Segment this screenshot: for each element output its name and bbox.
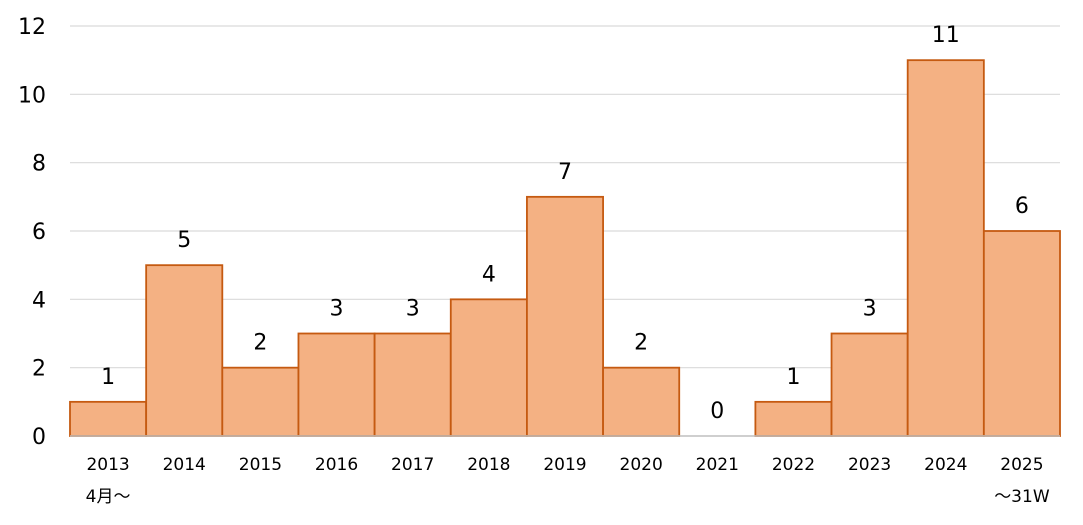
x-tick-label-2020: 2020 bbox=[620, 455, 663, 475]
data-label-2019: 7 bbox=[558, 160, 572, 185]
x-axis-ticks: 2013 4月～ 2014 2015 2016 2017 2018 2019 2020 2021 2… bbox=[86, 455, 1050, 507]
x-tick-label-2013: 2013 bbox=[86, 455, 129, 475]
x-tick-label-2015: 2015 bbox=[239, 455, 282, 475]
x-tick-label-2019: 2019 bbox=[543, 455, 586, 475]
data-labels: 1 5 2 3 3 4 7 2 0 1 3 11 6 bbox=[101, 23, 1029, 424]
data-label-2021: 0 bbox=[710, 399, 724, 424]
bar-2024 bbox=[906, 59, 985, 437]
x-tick-sublabel-2025: ～31W bbox=[994, 487, 1050, 507]
bar-2017 bbox=[373, 332, 452, 437]
bar-2022 bbox=[754, 400, 833, 437]
bar-2020 bbox=[602, 366, 681, 437]
x-tick-label-2014: 2014 bbox=[163, 455, 206, 475]
bars bbox=[69, 59, 1061, 437]
y-tick-label: 2 bbox=[32, 357, 46, 382]
data-label-2015: 2 bbox=[253, 331, 267, 356]
data-label-2022: 1 bbox=[786, 365, 800, 390]
x-tick-label-2024: 2024 bbox=[924, 455, 967, 475]
y-axis-ticks: 0 2 4 6 8 10 12 bbox=[18, 15, 46, 450]
y-tick-label: 12 bbox=[18, 15, 46, 40]
x-tick-label-2016: 2016 bbox=[315, 455, 358, 475]
x-tick-label-2022: 2022 bbox=[772, 455, 815, 475]
bar-2016 bbox=[297, 332, 376, 437]
data-label-2023: 3 bbox=[863, 297, 877, 322]
y-tick-label: 0 bbox=[32, 425, 46, 450]
x-tick-label-2025: 2025 bbox=[1000, 455, 1043, 475]
bar-2023 bbox=[830, 332, 909, 437]
bar-2014 bbox=[145, 264, 224, 437]
bar-2015 bbox=[221, 366, 300, 437]
data-label-2016: 3 bbox=[330, 297, 344, 322]
bar-2013 bbox=[69, 400, 148, 437]
x-tick-label-2021: 2021 bbox=[696, 455, 739, 475]
data-label-2017: 3 bbox=[406, 297, 420, 322]
bar-2025 bbox=[982, 230, 1061, 437]
x-tick-label-2017: 2017 bbox=[391, 455, 434, 475]
data-label-2014: 5 bbox=[177, 228, 191, 253]
data-label-2018: 4 bbox=[482, 262, 496, 287]
data-label-2025: 6 bbox=[1015, 194, 1029, 219]
data-label-2020: 2 bbox=[634, 331, 648, 356]
bar-2018 bbox=[449, 298, 528, 437]
y-tick-label: 6 bbox=[32, 220, 46, 245]
x-tick-sublabel-2013: 4月～ bbox=[86, 487, 131, 507]
x-tick-label-2018: 2018 bbox=[467, 455, 510, 475]
y-tick-label: 4 bbox=[32, 288, 46, 313]
data-label-2024: 11 bbox=[932, 23, 960, 48]
data-label-2013: 1 bbox=[101, 365, 115, 390]
y-tick-label: 10 bbox=[18, 83, 46, 108]
x-tick-label-2023: 2023 bbox=[848, 455, 891, 475]
y-tick-label: 8 bbox=[32, 152, 46, 177]
bar-2019 bbox=[526, 195, 604, 437]
